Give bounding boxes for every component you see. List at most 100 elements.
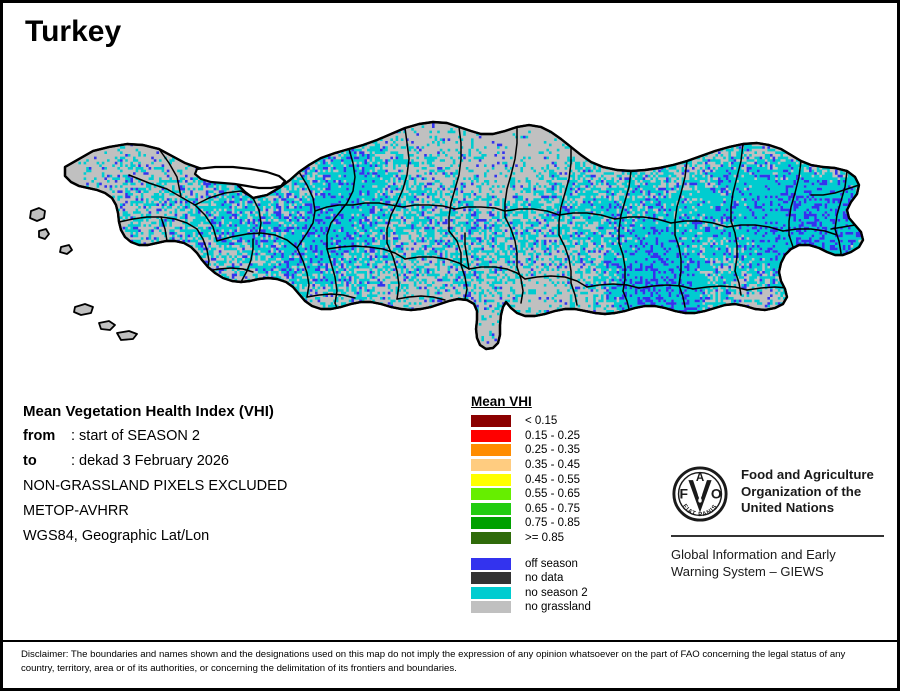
- legend-class-list: < 0.15 0.15 - 0.25 0.25 - 0.35 0.35 - 0.45 0…: [471, 414, 661, 545]
- info-projection: WGS84, Geographic Lat/Lon: [23, 528, 210, 544]
- legend: Mean VHI < 0.15 0.15 - 0.25 0.25 - 0.35 0.3…: [471, 395, 661, 615]
- province-border: [464, 232, 470, 270]
- giews-line-2: Warning System – GIEWS: [671, 564, 824, 579]
- island: [98, 320, 116, 331]
- legend-swatch: [471, 444, 511, 457]
- province-border: [730, 143, 744, 222]
- fao-org-line-1: Food and Agriculture: [741, 467, 874, 482]
- province-border: [678, 284, 686, 308]
- info-from-value: : start of SEASON 2: [71, 428, 200, 444]
- island: [59, 244, 73, 255]
- province-border: [402, 204, 456, 210]
- info-sensor: METOP-AVHRR: [23, 503, 129, 519]
- province-border: [196, 228, 210, 272]
- legend-row: 0.55 - 0.65: [471, 487, 661, 502]
- province-border: [614, 216, 672, 224]
- legend-label: off season: [525, 557, 578, 570]
- legend-row: 0.35 - 0.45: [471, 458, 661, 473]
- province-border: [206, 267, 254, 273]
- province-border: [558, 234, 572, 284]
- province-border: [558, 212, 616, 220]
- legend-row: 0.45 - 0.55: [471, 472, 661, 487]
- province-border: [396, 295, 446, 301]
- province-border: [670, 220, 728, 228]
- fao-letter-a: A: [696, 471, 705, 484]
- province-border: [674, 234, 682, 286]
- legend-status-list: off season no data no season 2 no grassland: [471, 556, 661, 614]
- province-border: [674, 160, 688, 236]
- legend-swatch: [471, 532, 511, 545]
- province-border: [618, 242, 626, 292]
- legend-label: >= 0.85: [525, 532, 565, 545]
- province-border: [158, 148, 182, 198]
- legend-swatch: [471, 502, 511, 515]
- province-border: [782, 228, 838, 236]
- vhi-pixel-layer: [65, 122, 863, 349]
- legend-spacer: [471, 545, 661, 556]
- province-border: [830, 224, 856, 230]
- legend-swatch: [471, 586, 511, 599]
- disclaimer-divider: [3, 640, 897, 642]
- disclaimer-text: Disclaimer: The boundaries and names sho…: [21, 649, 846, 674]
- sea-of-marmara: [193, 165, 287, 190]
- province-border: [160, 216, 168, 242]
- legend-swatch: [471, 601, 511, 614]
- legend-row: no season 2: [471, 586, 661, 601]
- province-border: [314, 204, 354, 212]
- province-border: [240, 238, 254, 283]
- province-border: [460, 264, 468, 300]
- province-border: [448, 230, 462, 266]
- island: [29, 207, 46, 222]
- legend-label: 0.75 - 0.85: [525, 517, 580, 530]
- fao-emblem-icon: F A O FIAT PANIS: [672, 466, 728, 522]
- legend-label: no data: [525, 572, 564, 585]
- province-border: [730, 220, 738, 272]
- province-border: [524, 275, 588, 288]
- island: [38, 228, 50, 240]
- legend-row: 0.25 - 0.35: [471, 443, 661, 458]
- legend-title: Mean VHI: [471, 394, 532, 409]
- info-from-label: from: [23, 428, 56, 444]
- province-border: [386, 127, 410, 244]
- legend-label: 0.35 - 0.45: [525, 459, 580, 472]
- legend-swatch: [471, 517, 511, 530]
- legend-label: 0.15 - 0.25: [525, 429, 580, 442]
- legend-label: 0.65 - 0.75: [525, 502, 580, 515]
- province-boundaries: [118, 126, 860, 324]
- legend-label: 0.55 - 0.65: [525, 488, 580, 501]
- turkey-map-svg[interactable]: [9, 55, 897, 375]
- legend-row: >= 0.85: [471, 531, 661, 546]
- province-line-group: [118, 126, 860, 324]
- province-border: [618, 170, 632, 244]
- country-outline: [63, 120, 865, 351]
- info-from-row: from : start of SEASON 2: [23, 424, 453, 449]
- province-border: [586, 283, 640, 289]
- info-heading: Mean Vegetation Health Index (VHI): [23, 403, 274, 420]
- province-border: [788, 160, 802, 236]
- giews-system-name: Global Information and Early Warning Sys…: [671, 546, 886, 580]
- province-border: [326, 148, 356, 250]
- province-border: [352, 202, 404, 208]
- water-and-islands: [29, 165, 287, 341]
- province-border: [516, 266, 524, 304]
- info-to-value: : dekad 3 February 2026: [71, 453, 229, 469]
- info-to-row: to: dekad 3 February 2026: [23, 449, 453, 474]
- province-border: [834, 170, 848, 230]
- legend-row: no data: [471, 571, 661, 586]
- fao-org-line-3: United Nations: [741, 500, 835, 515]
- legend-row: 0.15 - 0.25: [471, 429, 661, 444]
- province-border: [504, 126, 518, 218]
- province-border: [386, 242, 400, 300]
- fao-letter-f: F: [680, 486, 689, 502]
- legend-label: < 0.15: [525, 415, 558, 428]
- province-border: [504, 208, 560, 216]
- legend-swatch: [471, 429, 511, 442]
- legend-swatch: [471, 473, 511, 486]
- giews-line-1: Global Information and Early: [671, 547, 836, 562]
- legend-swatch: [471, 459, 511, 472]
- pixels-no-season-2: [65, 122, 863, 349]
- legend-swatch: [471, 488, 511, 501]
- legend-swatch: [471, 415, 511, 428]
- map-canvas[interactable]: [9, 55, 897, 375]
